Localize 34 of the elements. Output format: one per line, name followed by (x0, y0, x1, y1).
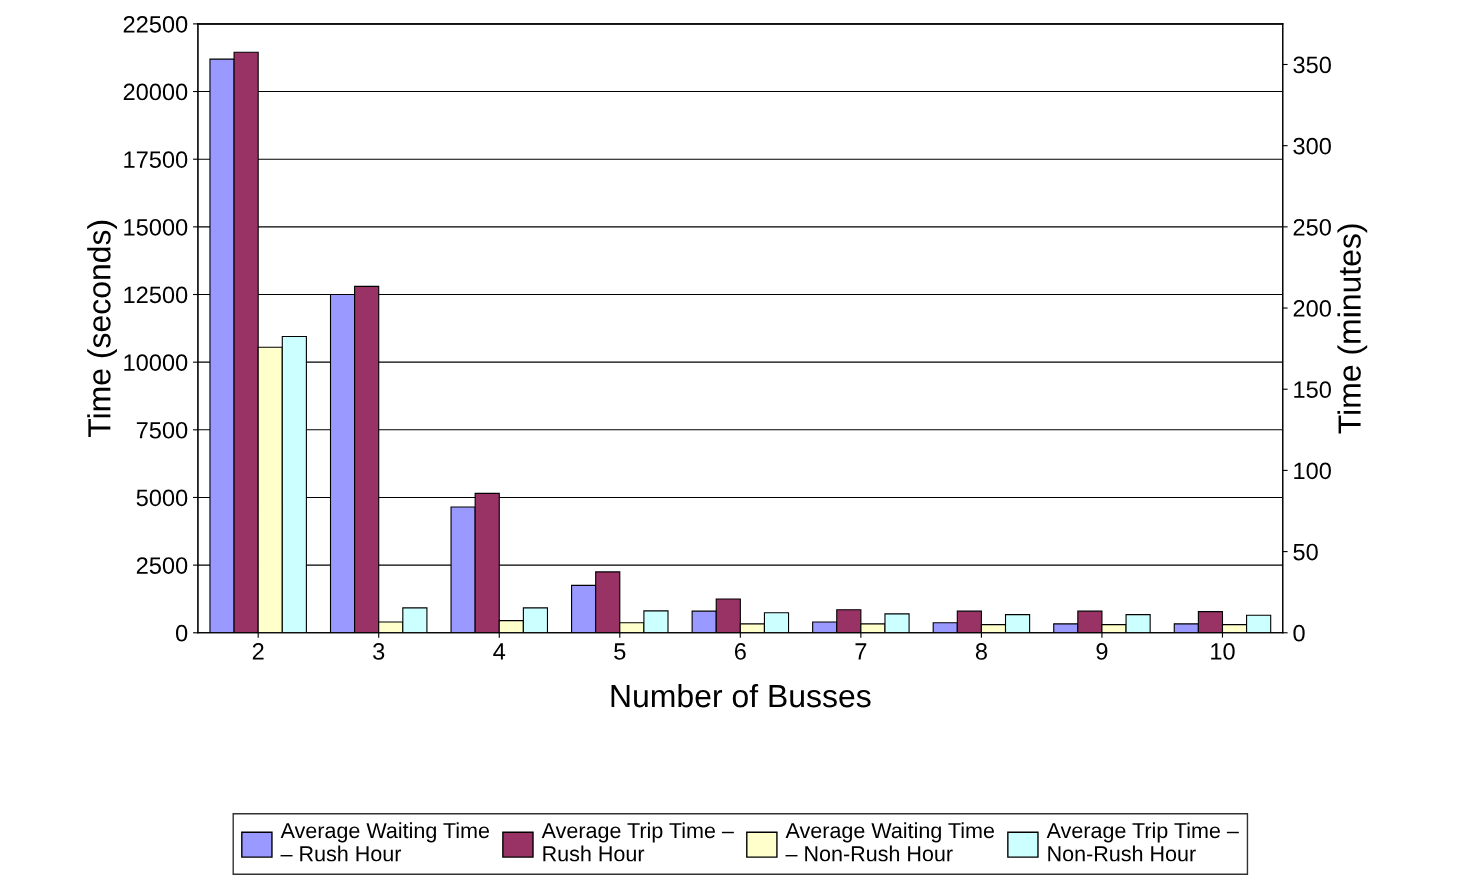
y-tick-label: 20000 (123, 83, 188, 101)
y-tick-label: 15000 (124, 218, 188, 236)
y-tick-label: 22500 (123, 15, 188, 33)
x-tick-label: 4 (493, 643, 506, 660)
y-axis-title: Time (seconds) (87, 220, 117, 438)
x-tick-label: 6 (734, 643, 746, 660)
legend-label: Average Trip Time – Non-Rush Hour (1046, 822, 1239, 862)
y-tick-label: 2500 (136, 557, 188, 574)
y-tick-label: 17500 (124, 151, 188, 168)
y2-tick-label: 350 (1293, 56, 1331, 74)
legend-label: Average Waiting Time – Non-Rush Hour (785, 822, 994, 862)
y2-tick-label: 150 (1294, 381, 1331, 399)
x-tick-label: 7 (855, 643, 867, 660)
y2-tick-label: 0 (1293, 624, 1305, 642)
y2-tick-label: 250 (1293, 218, 1331, 236)
y2-tick-label: 300 (1293, 137, 1331, 155)
legend-label: Average Waiting Time – Rush Hour (280, 822, 490, 862)
y-tick-label: 12500 (124, 286, 188, 304)
x-tick-label: 2 (252, 643, 264, 660)
y-tick-label: 0 (175, 624, 188, 642)
y2-axis-title: Time (minutes) (1337, 224, 1368, 434)
y-tick-label: 5000 (136, 489, 188, 507)
x-tick-label: 9 (1096, 643, 1108, 660)
x-tick-label: 10 (1211, 643, 1235, 660)
legend-label: Average Trip Time – Rush Hour (541, 822, 734, 862)
y2-tick-label: 50 (1293, 543, 1318, 561)
x-axis-title: Number of Busses (611, 683, 871, 708)
y2-tick-label: 100 (1294, 462, 1331, 480)
y-tick-label: 7500 (136, 421, 188, 439)
x-tick-label: 3 (373, 643, 385, 660)
x-tick-label: 5 (614, 643, 626, 660)
y-tick-label: 10000 (124, 354, 188, 371)
y2-tick-label: 200 (1293, 300, 1331, 317)
x-tick-label: 8 (975, 643, 987, 660)
